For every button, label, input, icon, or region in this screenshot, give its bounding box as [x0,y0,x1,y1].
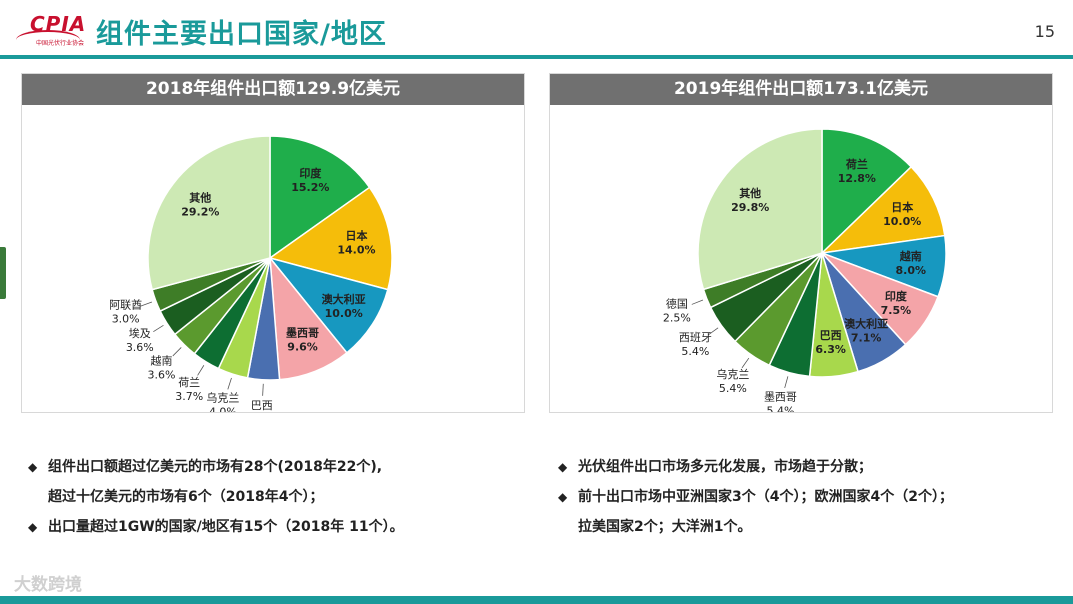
slice-label: 荷兰 [845,157,868,171]
pie-panel-2018: 2018年组件出口额129.9亿美元 印度 15.2% 日本 14.0% 澳大利亚 10.… [21,73,525,413]
slide-header: CPIA 中国光伏行业协会 组件主要出口国家/地区 15 [0,0,1073,62]
slice-value-label: 12.8% [838,172,876,185]
bullet-text: 组件出口额超过亿美元的市场有28个(2018年22个), [48,459,383,475]
pie-slice [268,186,393,291]
slice-label: 其他 [189,191,211,205]
page-number: 15 [1034,22,1055,41]
slice-value-label: 6.3% [815,343,846,356]
slice-label: 墨西哥 [764,390,797,403]
slice-label: 荷兰 [178,376,200,389]
slice-value-label: 2.5% [663,311,691,324]
bullet-text: 超过十亿美元的市场有6个（2018年4个）； [48,489,324,505]
slice-value-label: 10.0% [883,215,921,228]
slice-value-label: 9.6% [287,341,318,354]
bullet-diamond-icon: ◆ [28,460,38,474]
slice-label: 澳大利亚 [322,292,366,306]
slice-label: 其他 [739,186,761,200]
slice-value-label: 14.0% [337,244,375,257]
slice-label: 乌克兰 [206,391,239,405]
slide-title: 组件主要出口国家/地区 [96,19,387,50]
bullet-item: ◆ 前十出口市场中亚洲国家3个（4个）；欧洲国家4个（2个）； [558,482,1068,512]
slice-label: 越南 [899,249,922,263]
pie-title-2019: 2019年组件出口额173.1亿美元 [550,74,1052,105]
logo-text: CPIA [30,12,87,36]
slice-value-label: 3.6% [148,368,176,381]
pie-slice [267,256,389,354]
slice-value-label: 29.2% [181,206,219,219]
bullet-item: ◆ 组件出口额超过亿美元的市场有28个(2018年22个), [28,452,508,482]
bullet-text: 出口量超过1GW的国家/地区有15个（2018年 11个）。 [48,519,404,535]
slice-value-label: 5.4% [766,404,794,412]
leader-line [784,376,789,389]
bullet-item: 拉美国家2个；大洋洲1个。 [558,512,1068,542]
slice-value-label: 8.0% [895,264,926,277]
bullet-diamond-icon: ◆ [558,490,568,504]
leader-line [197,365,205,376]
slice-label: 日本 [891,200,913,214]
pie-slice [697,128,823,291]
watermark: 大数跨境 [14,575,82,595]
slice-value-label: 5.4% [719,382,747,395]
slice-value-label: 10.0% [325,307,363,320]
logo-subtitle: 中国光伏行业协会 [35,40,84,47]
bullet-item: 超过十亿美元的市场有6个（2018年4个）； [28,482,508,512]
bullets-left: ◆ 组件出口额超过亿美元的市场有28个(2018年22个), 超过十亿美元的市场有6… [28,452,508,542]
bullet-diamond-icon: ◆ [558,460,568,474]
pie-slice [147,135,271,291]
slice-label: 阿联酋 [109,298,142,312]
slice-label: 乌克兰 [716,367,749,381]
slice-value-label: 3.6% [126,341,154,354]
pie-panel-2019: 2019年组件出口额173.1亿美元 荷兰 12.8% 日本 10.0% 越南 8.0% 印… [549,73,1053,413]
leader-line [741,357,750,369]
bullet-item: ◆ 光伏组件出口市场多元化发展，市场趋于分散； [558,452,1068,482]
footer-bar [0,596,1073,604]
bullets-right: ◆ 光伏组件出口市场多元化发展，市场趋于分散； ◆ 前十出口市场中亚洲国家3个（4个… [558,452,1068,542]
leader-line [153,324,164,333]
slice-value-label: 7.1% [851,332,882,345]
slice-value-label: 3.0% [112,313,140,326]
slice-value-label: 4.0% [209,406,237,412]
leader-line [262,383,264,396]
slice-label: 澳大利亚 [844,317,888,331]
leader-line [708,327,719,336]
slice-label: 印度 [885,289,908,303]
pie-slice [269,135,371,260]
bullet-item: ◆ 出口量超过1GW的国家/地区有15个（2018年 11个）。 [28,512,508,542]
header-divider [0,55,1073,59]
slice-label: 日本 [345,229,367,243]
leader-line [172,347,182,357]
pie-chart-2018: 印度15.2%日本14.0%澳大利亚10.0%墨西哥9.6%巴西4.2%乌克兰4… [109,135,393,412]
side-tab [0,247,6,299]
slice-value-label: 7.5% [881,304,912,317]
leader-line [691,299,704,305]
slice-value-label: 15.2% [291,181,329,194]
pie-slice [821,128,913,255]
slice-label: 印度 [299,166,322,180]
bullet-text: 光伏组件出口市场多元化发展，市场趋于分散； [578,459,872,475]
slice-label: 西班牙 [679,331,712,344]
leader-line [140,301,153,307]
slice-label: 墨西哥 [286,327,319,340]
slice-value-label: 3.7% [175,390,203,403]
pie-title-2018: 2018年组件出口额129.9亿美元 [22,74,524,105]
slice-label: 巴西 [820,329,842,342]
slice-label: 德国 [666,296,688,310]
bullet-diamond-icon: ◆ [28,520,38,534]
bullet-text: 拉美国家2个；大洋洲1个。 [578,519,752,535]
leader-line [227,377,232,390]
bullet-text: 前十出口市场中亚洲国家3个（4个）；欧洲国家4个（2个）； [578,489,953,505]
pie-slice [819,165,946,255]
slice-value-label: 5.4% [681,345,709,358]
slice-value-label: 29.8% [731,201,769,214]
slice-label: 巴西 [251,399,273,412]
cpia-logo: CPIA 中国光伏行业协会 [12,8,87,52]
slice-label: 埃及 [129,326,151,340]
slice-label: 越南 [151,353,173,367]
